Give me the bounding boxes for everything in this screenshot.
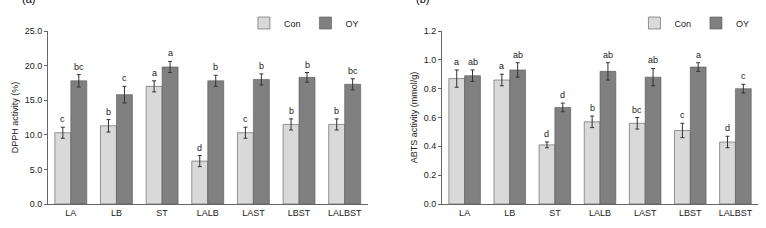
svg-text:d: d [725, 123, 730, 133]
svg-text:ab: ab [513, 50, 523, 60]
svg-text:Con: Con [284, 19, 301, 29]
svg-text:DPPH activity (%): DPPH activity (%) [10, 82, 20, 154]
svg-text:c: c [122, 73, 127, 83]
svg-text:ab: ab [603, 50, 613, 60]
svg-text:a: a [696, 50, 701, 60]
svg-text:(a): (a) [22, 0, 35, 5]
svg-text:OY: OY [345, 19, 358, 29]
svg-text:LALB: LALB [589, 208, 611, 218]
svg-text:LAST: LAST [634, 208, 657, 218]
svg-text:20.0: 20.0 [25, 61, 43, 71]
svg-text:b: b [305, 60, 310, 70]
svg-text:c: c [680, 110, 685, 120]
svg-text:c: c [243, 114, 248, 124]
svg-text:10.0: 10.0 [25, 130, 43, 140]
svg-text:a: a [454, 57, 459, 67]
svg-text:d: d [544, 129, 549, 139]
svg-text:a: a [499, 61, 504, 71]
svg-text:(b): (b) [416, 0, 429, 5]
svg-text:b: b [289, 106, 294, 116]
svg-text:a: a [168, 48, 173, 58]
svg-text:0.2: 0.2 [424, 170, 437, 180]
svg-text:0.0: 0.0 [30, 199, 43, 209]
svg-text:LBST: LBST [679, 208, 702, 218]
svg-text:LBST: LBST [288, 208, 311, 218]
svg-text:d: d [197, 143, 202, 153]
svg-text:0.6: 0.6 [424, 113, 437, 123]
svg-text:15.0: 15.0 [25, 95, 43, 105]
svg-text:d: d [560, 90, 565, 100]
svg-text:c: c [741, 71, 746, 81]
svg-text:bc: bc [348, 66, 358, 76]
svg-text:b: b [259, 61, 264, 71]
svg-text:ST: ST [549, 208, 561, 218]
svg-text:LAST: LAST [242, 208, 265, 218]
svg-text:0.0: 0.0 [424, 199, 437, 209]
svg-text:LB: LB [111, 208, 122, 218]
svg-text:1.0: 1.0 [424, 55, 437, 65]
svg-text:LA: LA [65, 208, 76, 218]
svg-text:0.4: 0.4 [424, 141, 437, 151]
svg-text:a: a [152, 68, 157, 78]
svg-text:bc: bc [632, 105, 642, 115]
svg-text:b: b [213, 62, 218, 72]
svg-text:ABTS activity (mmol/g): ABTS activity (mmol/g) [409, 72, 419, 164]
svg-text:b: b [590, 103, 595, 113]
svg-text:b: b [334, 106, 339, 116]
svg-text:LA: LA [459, 208, 470, 218]
svg-text:LALBST: LALBST [328, 208, 362, 218]
svg-text:ab: ab [468, 57, 478, 67]
svg-text:0.8: 0.8 [424, 84, 437, 94]
svg-text:5.0: 5.0 [30, 165, 43, 175]
svg-text:25.0: 25.0 [25, 26, 43, 36]
svg-text:1.2: 1.2 [424, 26, 437, 36]
svg-text:LB: LB [504, 208, 515, 218]
svg-text:LALBST: LALBST [719, 208, 753, 218]
svg-text:ST: ST [156, 208, 168, 218]
svg-text:ab: ab [648, 55, 658, 65]
svg-text:OY: OY [736, 19, 749, 29]
svg-text:c: c [60, 114, 65, 124]
svg-text:LALB: LALB [197, 208, 219, 218]
svg-text:Con: Con [674, 19, 691, 29]
svg-text:b: b [106, 107, 111, 117]
svg-text:bc: bc [74, 62, 84, 72]
